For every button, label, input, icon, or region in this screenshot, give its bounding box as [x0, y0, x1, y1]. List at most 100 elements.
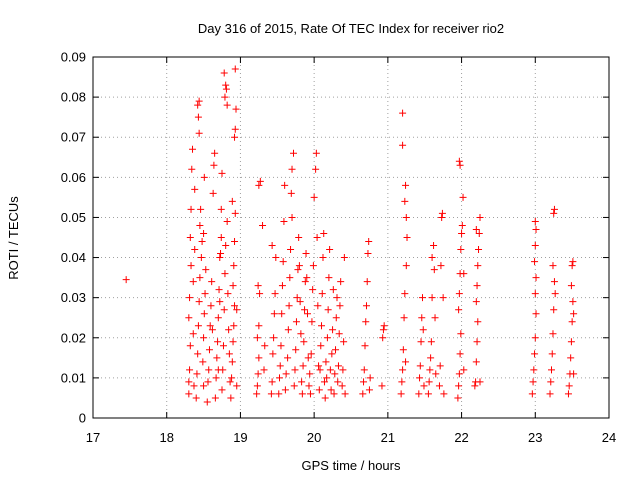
x-tick-label: 21	[381, 430, 395, 445]
data-point-marker	[295, 262, 303, 270]
data-point-marker	[255, 354, 263, 362]
plot-frame	[92, 56, 610, 419]
data-point-marker	[290, 149, 298, 157]
data-point-marker	[281, 181, 289, 189]
data-point-marker	[261, 342, 269, 350]
data-point-marker	[298, 390, 306, 398]
data-point-marker	[321, 394, 329, 402]
data-point-marker	[288, 165, 296, 173]
data-point-marker	[233, 382, 241, 390]
data-point-marker	[282, 370, 290, 378]
data-point-marker	[531, 217, 539, 225]
data-point-marker	[402, 358, 410, 366]
data-point-marker	[228, 197, 236, 205]
data-point-marker	[297, 330, 305, 338]
data-point-marker	[474, 262, 482, 270]
x-tick-label: 20	[307, 430, 321, 445]
data-point-marker	[194, 350, 202, 358]
data-point-marker	[201, 290, 209, 298]
data-point-marker	[399, 366, 407, 374]
data-point-marker	[213, 354, 221, 362]
data-point-marker	[268, 378, 276, 386]
data-point-marker	[189, 145, 197, 153]
data-point-marker	[209, 189, 217, 197]
data-point-marker	[549, 330, 557, 338]
data-point-marker	[398, 378, 406, 386]
data-point-marker	[314, 302, 322, 310]
data-point-marker	[564, 390, 572, 398]
data-point-marker	[550, 278, 558, 286]
data-point-marker	[568, 318, 576, 326]
data-point-marker	[187, 205, 195, 213]
data-point-marker	[332, 346, 340, 354]
data-point-marker	[202, 266, 210, 274]
data-point-marker	[420, 382, 428, 390]
data-point-marker	[360, 378, 368, 386]
data-point-marker	[185, 390, 193, 398]
data-point-marker	[455, 157, 463, 165]
data-point-marker	[531, 258, 539, 266]
data-point-marker	[254, 282, 262, 290]
data-point-marker	[337, 278, 345, 286]
data-point-marker	[567, 282, 575, 290]
data-point-marker	[193, 370, 201, 378]
data-point-marker	[284, 326, 292, 334]
data-point-marker	[427, 338, 435, 346]
data-point-marker	[549, 262, 557, 270]
data-point-marker	[331, 370, 339, 378]
data-point-marker	[186, 294, 194, 302]
y-tick-label: 0.02	[61, 330, 86, 345]
data-point-marker	[304, 354, 312, 362]
data-point-marker	[399, 141, 407, 149]
data-point-marker	[399, 346, 407, 354]
data-point-marker	[459, 193, 467, 201]
data-point-marker	[278, 282, 286, 290]
data-point-marker	[253, 334, 261, 342]
data-point-marker	[440, 390, 448, 398]
data-point-marker	[320, 378, 328, 386]
data-point-marker	[399, 109, 407, 117]
data-point-marker	[457, 330, 465, 338]
data-point-marker	[301, 278, 309, 286]
data-point-marker	[200, 334, 208, 342]
data-point-marker	[281, 386, 289, 394]
data-point-marker	[318, 322, 326, 330]
data-point-marker	[475, 246, 483, 254]
data-point-marker	[550, 209, 558, 217]
data-point-marker	[222, 81, 230, 89]
data-point-marker	[340, 254, 348, 262]
data-point-marker	[551, 290, 559, 298]
data-point-marker	[192, 394, 200, 402]
data-point-marker	[320, 229, 328, 237]
data-point-marker	[403, 234, 411, 241]
data-point-marker	[430, 242, 438, 250]
data-point-marker	[427, 354, 435, 362]
data-point-marker	[195, 298, 203, 306]
data-point-marker	[219, 366, 227, 374]
data-point-marker	[418, 314, 426, 322]
y-tick-label: 0	[79, 411, 86, 426]
data-point-marker	[214, 314, 222, 322]
data-point-marker	[270, 334, 278, 342]
data-point-marker	[194, 322, 202, 330]
data-point-marker	[206, 322, 214, 330]
data-point-marker	[231, 65, 239, 73]
data-point-marker	[425, 378, 433, 386]
data-point-marker	[284, 354, 292, 362]
data-point-marker	[187, 262, 195, 270]
data-point-marker	[194, 101, 202, 109]
data-point-marker	[220, 69, 228, 77]
data-point-marker	[565, 382, 573, 390]
data-point-marker	[326, 246, 334, 254]
data-point-marker	[475, 229, 483, 237]
data-point-marker	[415, 390, 423, 398]
data-point-marker	[548, 366, 556, 374]
data-point-marker	[230, 322, 238, 330]
data-point-marker	[362, 318, 370, 326]
data-point-marker	[474, 318, 482, 326]
data-point-marker	[227, 394, 235, 402]
data-point-marker	[231, 125, 239, 133]
data-point-marker	[430, 266, 438, 274]
data-point-marker	[336, 302, 344, 310]
data-point-marker	[295, 234, 303, 241]
